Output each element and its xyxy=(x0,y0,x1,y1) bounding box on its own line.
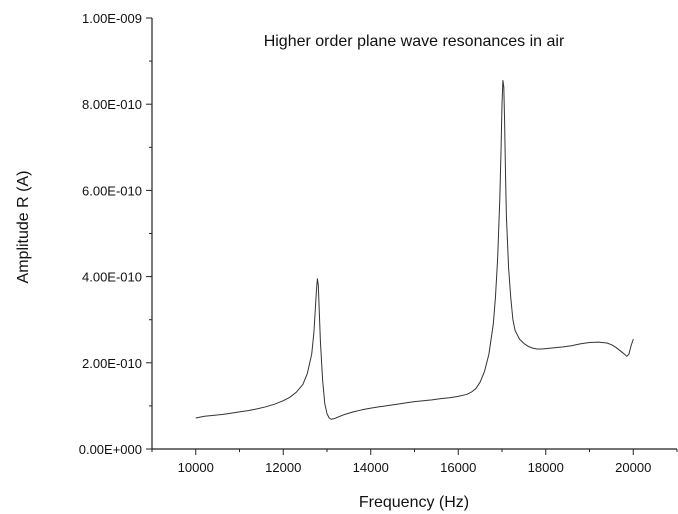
y-tick-label: 1.00E-009 xyxy=(82,11,142,26)
x-tick-label: 16000 xyxy=(440,460,476,475)
y-tick-label: 2.00E-010 xyxy=(82,356,142,371)
x-tick-label: 14000 xyxy=(353,460,389,475)
series-line xyxy=(195,80,634,420)
x-tick-label: 10000 xyxy=(178,460,214,475)
x-axis-label: Frequency (Hz) xyxy=(359,494,469,511)
x-tick-label: 12000 xyxy=(265,460,301,475)
y-tick-label: 0.00E+000 xyxy=(79,442,142,457)
x-tick-label: 18000 xyxy=(528,460,564,475)
y-tick-label: 6.00E-010 xyxy=(82,183,142,198)
ticks: 10000 12000 14000 16000 18000 20000 0.00E+000 2… xyxy=(79,11,678,475)
axes xyxy=(151,18,677,450)
x-tick-label: 20000 xyxy=(615,460,651,475)
y-tick-label: 4.00E-010 xyxy=(82,270,142,285)
series-group xyxy=(195,80,634,420)
chart-title: Higher order plane wave resonances in ai… xyxy=(264,33,565,50)
y-axis-label: Amplitude R (A) xyxy=(15,171,32,284)
y-tick-label: 8.00E-010 xyxy=(82,97,142,112)
